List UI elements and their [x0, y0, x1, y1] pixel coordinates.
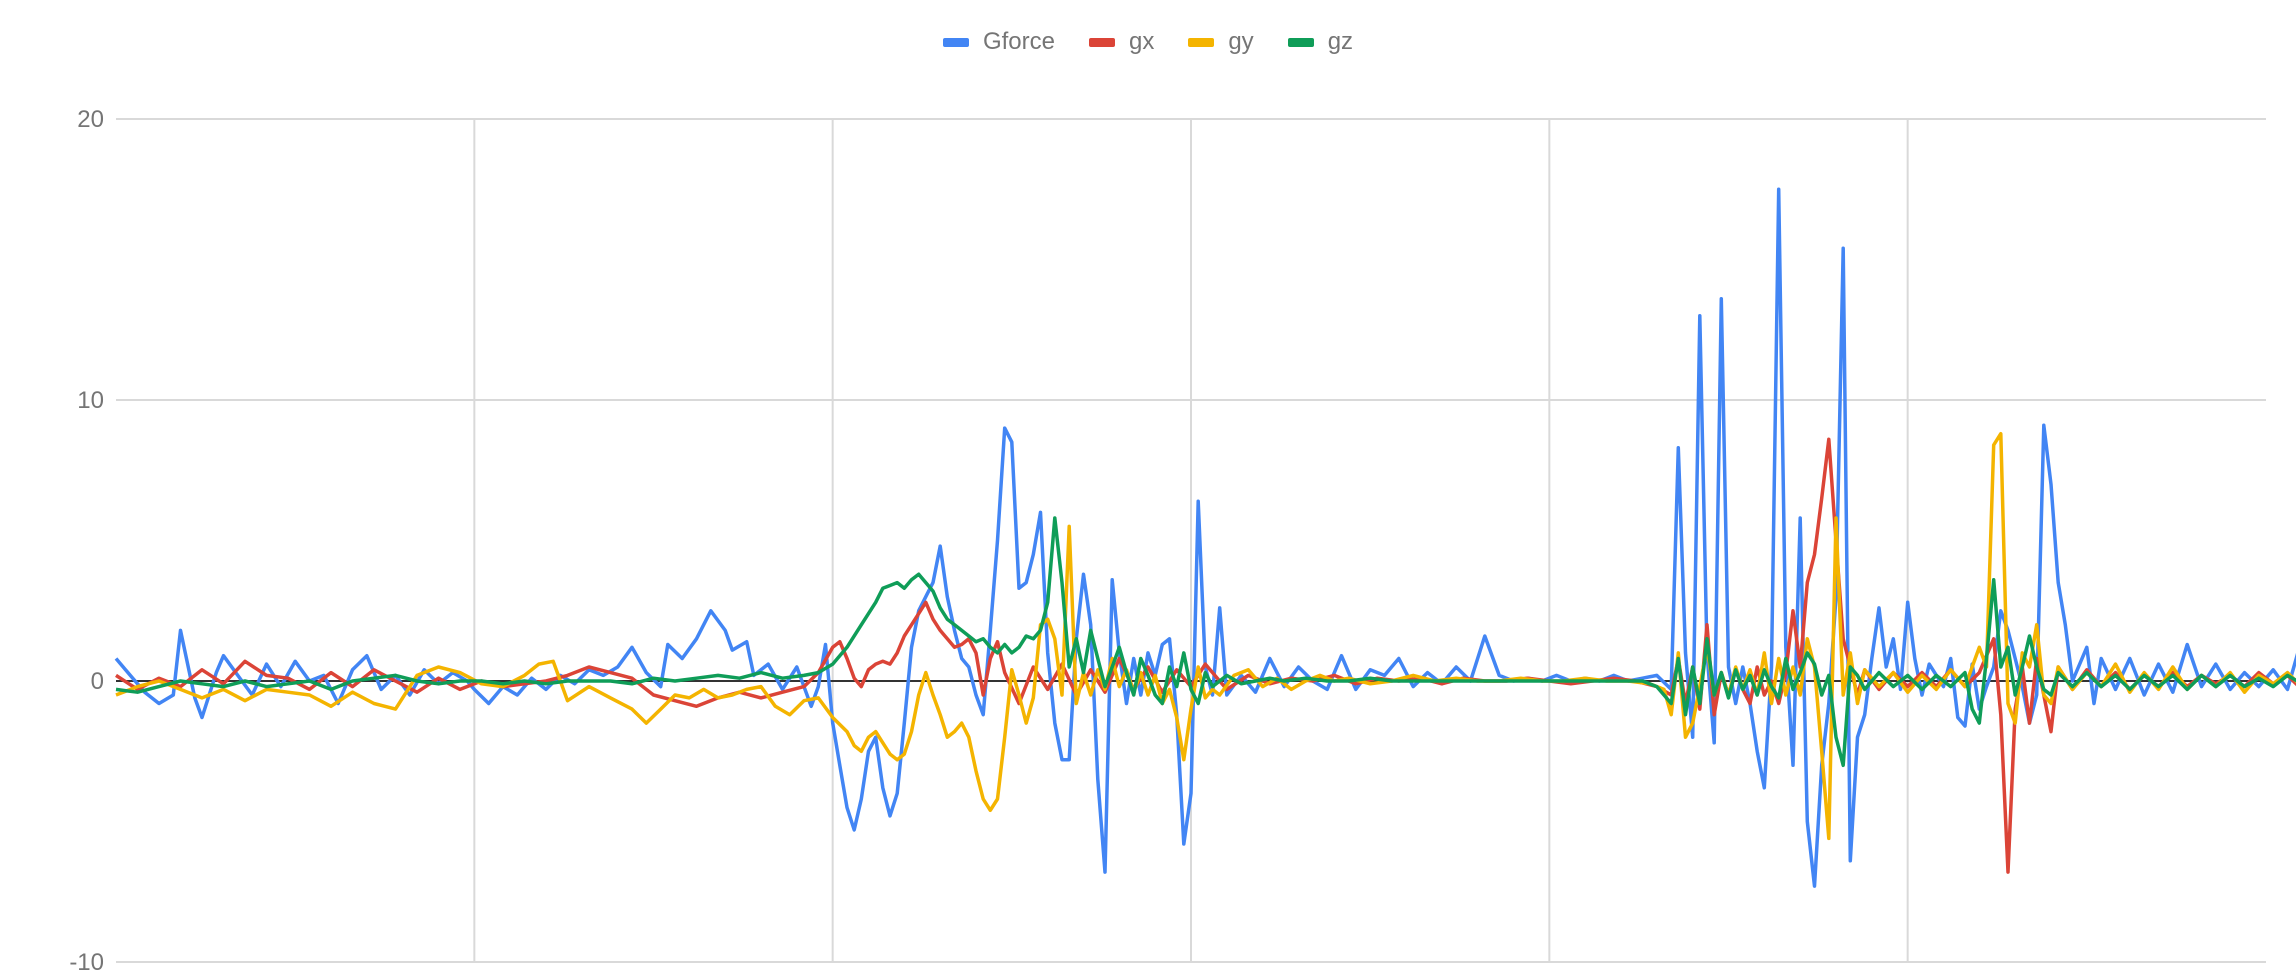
legend-label-gforce: Gforce: [982, 28, 1055, 55]
grid-lines: [116, 118, 2266, 963]
legend-swatch-gy: [1188, 37, 1215, 47]
legend-item-gy[interactable]: gy: [1188, 28, 1254, 56]
series-line-gforce[interactable]: [114, 187, 2296, 888]
legend-item-gforce[interactable]: Gforce: [942, 28, 1055, 56]
legend-item-gx[interactable]: gx: [1088, 28, 1155, 56]
y-tick-label: 20: [77, 106, 104, 133]
legend-label-gz: gz: [1327, 28, 1354, 55]
chart-legend: Gforce gx gy gz: [0, 28, 2296, 56]
y-tick-label: -10: [69, 949, 104, 974]
y-axis-labels: 20 10 0 -10: [69, 106, 104, 974]
legend-swatch-gz: [1287, 37, 1314, 47]
y-tick-label: 0: [91, 668, 104, 695]
legend-item-gz[interactable]: gz: [1287, 28, 1354, 56]
y-tick-label: 10: [77, 387, 104, 414]
legend-swatch-gforce: [942, 37, 969, 47]
series-line-gy[interactable]: [115, 431, 2296, 841]
series-line-gz[interactable]: [115, 516, 2296, 768]
legend-label-gx: gx: [1128, 28, 1155, 55]
legend-swatch-gx: [1088, 37, 1115, 47]
series-lines: [114, 187, 2296, 888]
legend-label-gy: gy: [1228, 28, 1254, 55]
